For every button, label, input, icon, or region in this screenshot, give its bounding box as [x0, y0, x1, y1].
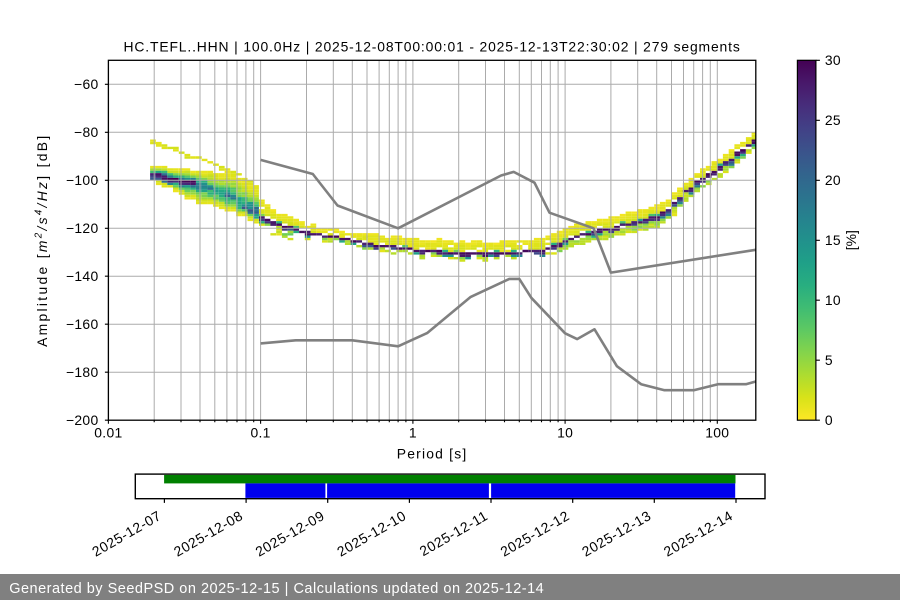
svg-text:20: 20: [825, 172, 841, 188]
svg-text:−80: −80: [74, 124, 98, 140]
svg-text:−100: −100: [66, 172, 99, 188]
svg-text:−60: −60: [74, 76, 98, 92]
svg-text:Period [s]: Period [s]: [397, 445, 468, 461]
svg-text:10: 10: [557, 425, 573, 441]
svg-text:10: 10: [825, 292, 841, 308]
svg-text:−200: −200: [66, 412, 99, 428]
svg-text:Amplitude [m2/s4/Hz] [dB]: Amplitude [m2/s4/Hz] [dB]: [34, 133, 50, 346]
svg-text:5: 5: [825, 352, 833, 368]
svg-text:−120: −120: [66, 220, 99, 236]
svg-text:HC.TEFL..HHN | 100.0Hz | 2025-: HC.TEFL..HHN | 100.0Hz | 2025-12-08T00:0…: [124, 39, 741, 55]
svg-text:100: 100: [705, 425, 729, 441]
svg-text:30: 30: [825, 52, 841, 68]
svg-text:[%]: [%]: [843, 230, 859, 250]
svg-text:0.1: 0.1: [250, 425, 270, 441]
svg-text:0.01: 0.01: [94, 425, 122, 441]
svg-text:Generated by SeedPSD on 2025-1: Generated by SeedPSD on 2025-12-15 | Cal…: [9, 581, 544, 597]
svg-text:25: 25: [825, 112, 841, 128]
svg-text:0: 0: [825, 412, 833, 428]
svg-text:−160: −160: [66, 316, 99, 332]
svg-text:−140: −140: [66, 268, 99, 284]
svg-text:1: 1: [409, 425, 417, 441]
svg-text:−180: −180: [66, 364, 99, 380]
svg-text:15: 15: [825, 232, 841, 248]
